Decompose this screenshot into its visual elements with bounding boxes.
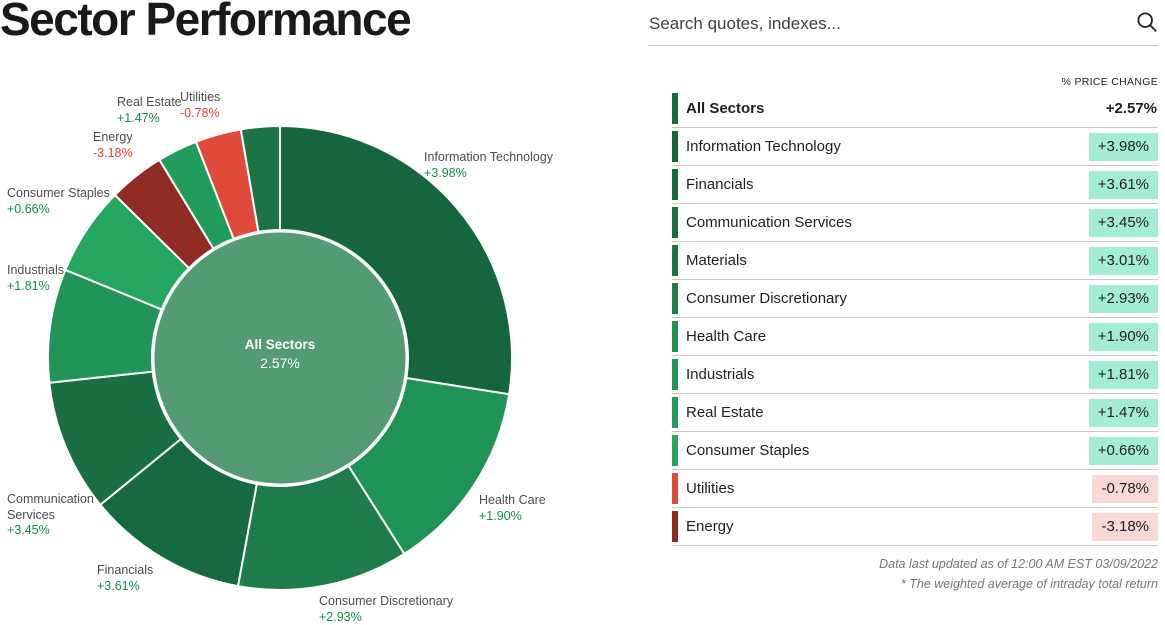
table-row-energy[interactable]: Energy -3.18%: [672, 508, 1158, 546]
sector-name: Information Technology: [686, 138, 841, 155]
row-color-bar: [672, 93, 678, 124]
donut-center-hub[interactable]: [151, 229, 409, 487]
row-color-bar: [672, 435, 678, 466]
sector-name: Consumer Staples: [686, 442, 810, 459]
table-row-real-estate[interactable]: Real Estate +1.47%: [672, 394, 1158, 432]
chart-label-utilities: Utilities -0.78%: [180, 90, 220, 121]
row-color-bar: [672, 511, 678, 542]
sector-change-value: +3.45%: [1088, 208, 1158, 237]
chart-label-value: +0.66%: [7, 201, 50, 216]
table-row-financials[interactable]: Financials +3.61%: [672, 166, 1158, 204]
sector-change-value: +2.93%: [1088, 284, 1158, 313]
row-color-bar: [672, 169, 678, 200]
chart-label-value: +1.81%: [7, 278, 50, 293]
chart-label-value: +1.47%: [117, 110, 160, 125]
table-row-consumer-staples[interactable]: Consumer Staples +0.66%: [672, 432, 1158, 470]
chart-label-name: Real Estate: [117, 95, 182, 109]
sector-change-value: -0.78%: [1092, 474, 1158, 503]
row-color-bar: [672, 397, 678, 428]
sector-change-value: -3.18%: [1092, 512, 1158, 541]
chart-label-name: Consumer Staples: [7, 186, 110, 200]
row-color-bar: [672, 131, 678, 162]
row-color-bar: [672, 321, 678, 352]
sector-name: Financials: [686, 176, 754, 193]
chart-label-real-estate: Real Estate +1.47%: [117, 95, 182, 126]
sector-name: Consumer Discretionary: [686, 290, 847, 307]
chart-label-name: Industrials: [7, 263, 64, 277]
chart-label-name: Financials: [97, 563, 154, 577]
table-footnotes: Data last updated as of 12:00 AM EST 03/…: [672, 554, 1158, 594]
row-color-bar: [672, 245, 678, 276]
table-row-information-technology[interactable]: Information Technology +3.98%: [672, 128, 1158, 166]
chart-label-name: Utilities: [180, 90, 221, 104]
chart-label-value: +3.98%: [424, 165, 467, 180]
table-header-price-change: % PRICE CHANGE: [1061, 76, 1158, 88]
page-title: Sector Performance: [0, 0, 412, 45]
chart-label-information-technology: Information Technology +3.98%: [424, 150, 553, 181]
table-row-materials[interactable]: Materials +3.01%: [672, 242, 1158, 280]
chart-label-value: +2.93%: [319, 609, 362, 624]
chart-label-industrials: Industrials +1.81%: [7, 263, 64, 294]
chart-label-value: -3.18%: [93, 145, 133, 160]
sector-change-value: +3.01%: [1088, 246, 1158, 275]
sector-change-value: +0.66%: [1088, 436, 1158, 465]
sector-name: Communication Services: [686, 214, 852, 231]
sector-table-rows: All Sectors +2.57% Information Technology +…: [672, 90, 1158, 546]
table-row-communication-services[interactable]: Communication Services +3.45%: [672, 204, 1158, 242]
table-row-all-sectors[interactable]: All Sectors +2.57%: [672, 90, 1158, 128]
table-row-health-care[interactable]: Health Care +1.90%: [672, 318, 1158, 356]
last-updated-note: Data last updated as of 12:00 AM EST 03/…: [879, 557, 1158, 571]
table-row-utilities[interactable]: Utilities -0.78%: [672, 470, 1158, 508]
chart-label-name: Energy: [93, 130, 133, 144]
search-bar: [648, 4, 1158, 46]
chart-label-financials: Financials +3.61%: [97, 563, 153, 594]
chart-label-value: +1.90%: [479, 508, 522, 523]
chart-label-name: Health Care: [479, 493, 546, 507]
chart-label-communication-services: Communication Services +3.45%: [7, 492, 115, 539]
chart-label-name: Consumer Discretionary: [319, 594, 454, 608]
sector-name: Health Care: [686, 328, 767, 345]
chart-label-consumer-discretionary: Consumer Discretionary +2.93%: [319, 594, 453, 625]
sector-change-value: +3.98%: [1088, 132, 1158, 161]
search-input[interactable]: [649, 10, 1119, 38]
sector-change-value: +2.57%: [1105, 99, 1157, 117]
row-color-bar: [672, 473, 678, 504]
chart-label-value: +3.45%: [7, 523, 50, 537]
row-color-bar: [672, 359, 678, 390]
chart-label-value: -0.78%: [180, 105, 220, 120]
chart-label-value: +3.61%: [97, 578, 140, 593]
sector-name: Real Estate: [686, 404, 764, 421]
search-icon[interactable]: [1136, 11, 1158, 33]
row-color-bar: [672, 283, 678, 314]
sector-change-value: +1.90%: [1088, 322, 1158, 351]
table-row-industrials[interactable]: Industrials +1.81%: [672, 356, 1158, 394]
sector-change-value: +1.81%: [1088, 360, 1158, 389]
chart-label-health-care: Health Care +1.90%: [479, 493, 546, 524]
weighted-average-note: * The weighted average of intraday total…: [900, 577, 1158, 591]
chart-label-consumer-staples: Consumer Staples +0.66%: [7, 186, 110, 217]
sector-name: Utilities: [686, 480, 735, 497]
sector-name: Materials: [686, 252, 747, 269]
chart-label-name: Communication Services: [7, 492, 94, 522]
sector-change-value: +3.61%: [1088, 170, 1158, 199]
table-row-consumer-discretionary[interactable]: Consumer Discretionary +2.93%: [672, 280, 1158, 318]
chart-label-energy: Energy -3.18%: [93, 130, 133, 161]
sector-name: Industrials: [686, 366, 755, 383]
sector-name: Energy: [686, 518, 734, 535]
sector-change-value: +1.47%: [1088, 398, 1158, 427]
chart-label-name: Information Technology: [424, 150, 554, 164]
sector-name: All Sectors: [686, 100, 765, 117]
row-color-bar: [672, 207, 678, 238]
